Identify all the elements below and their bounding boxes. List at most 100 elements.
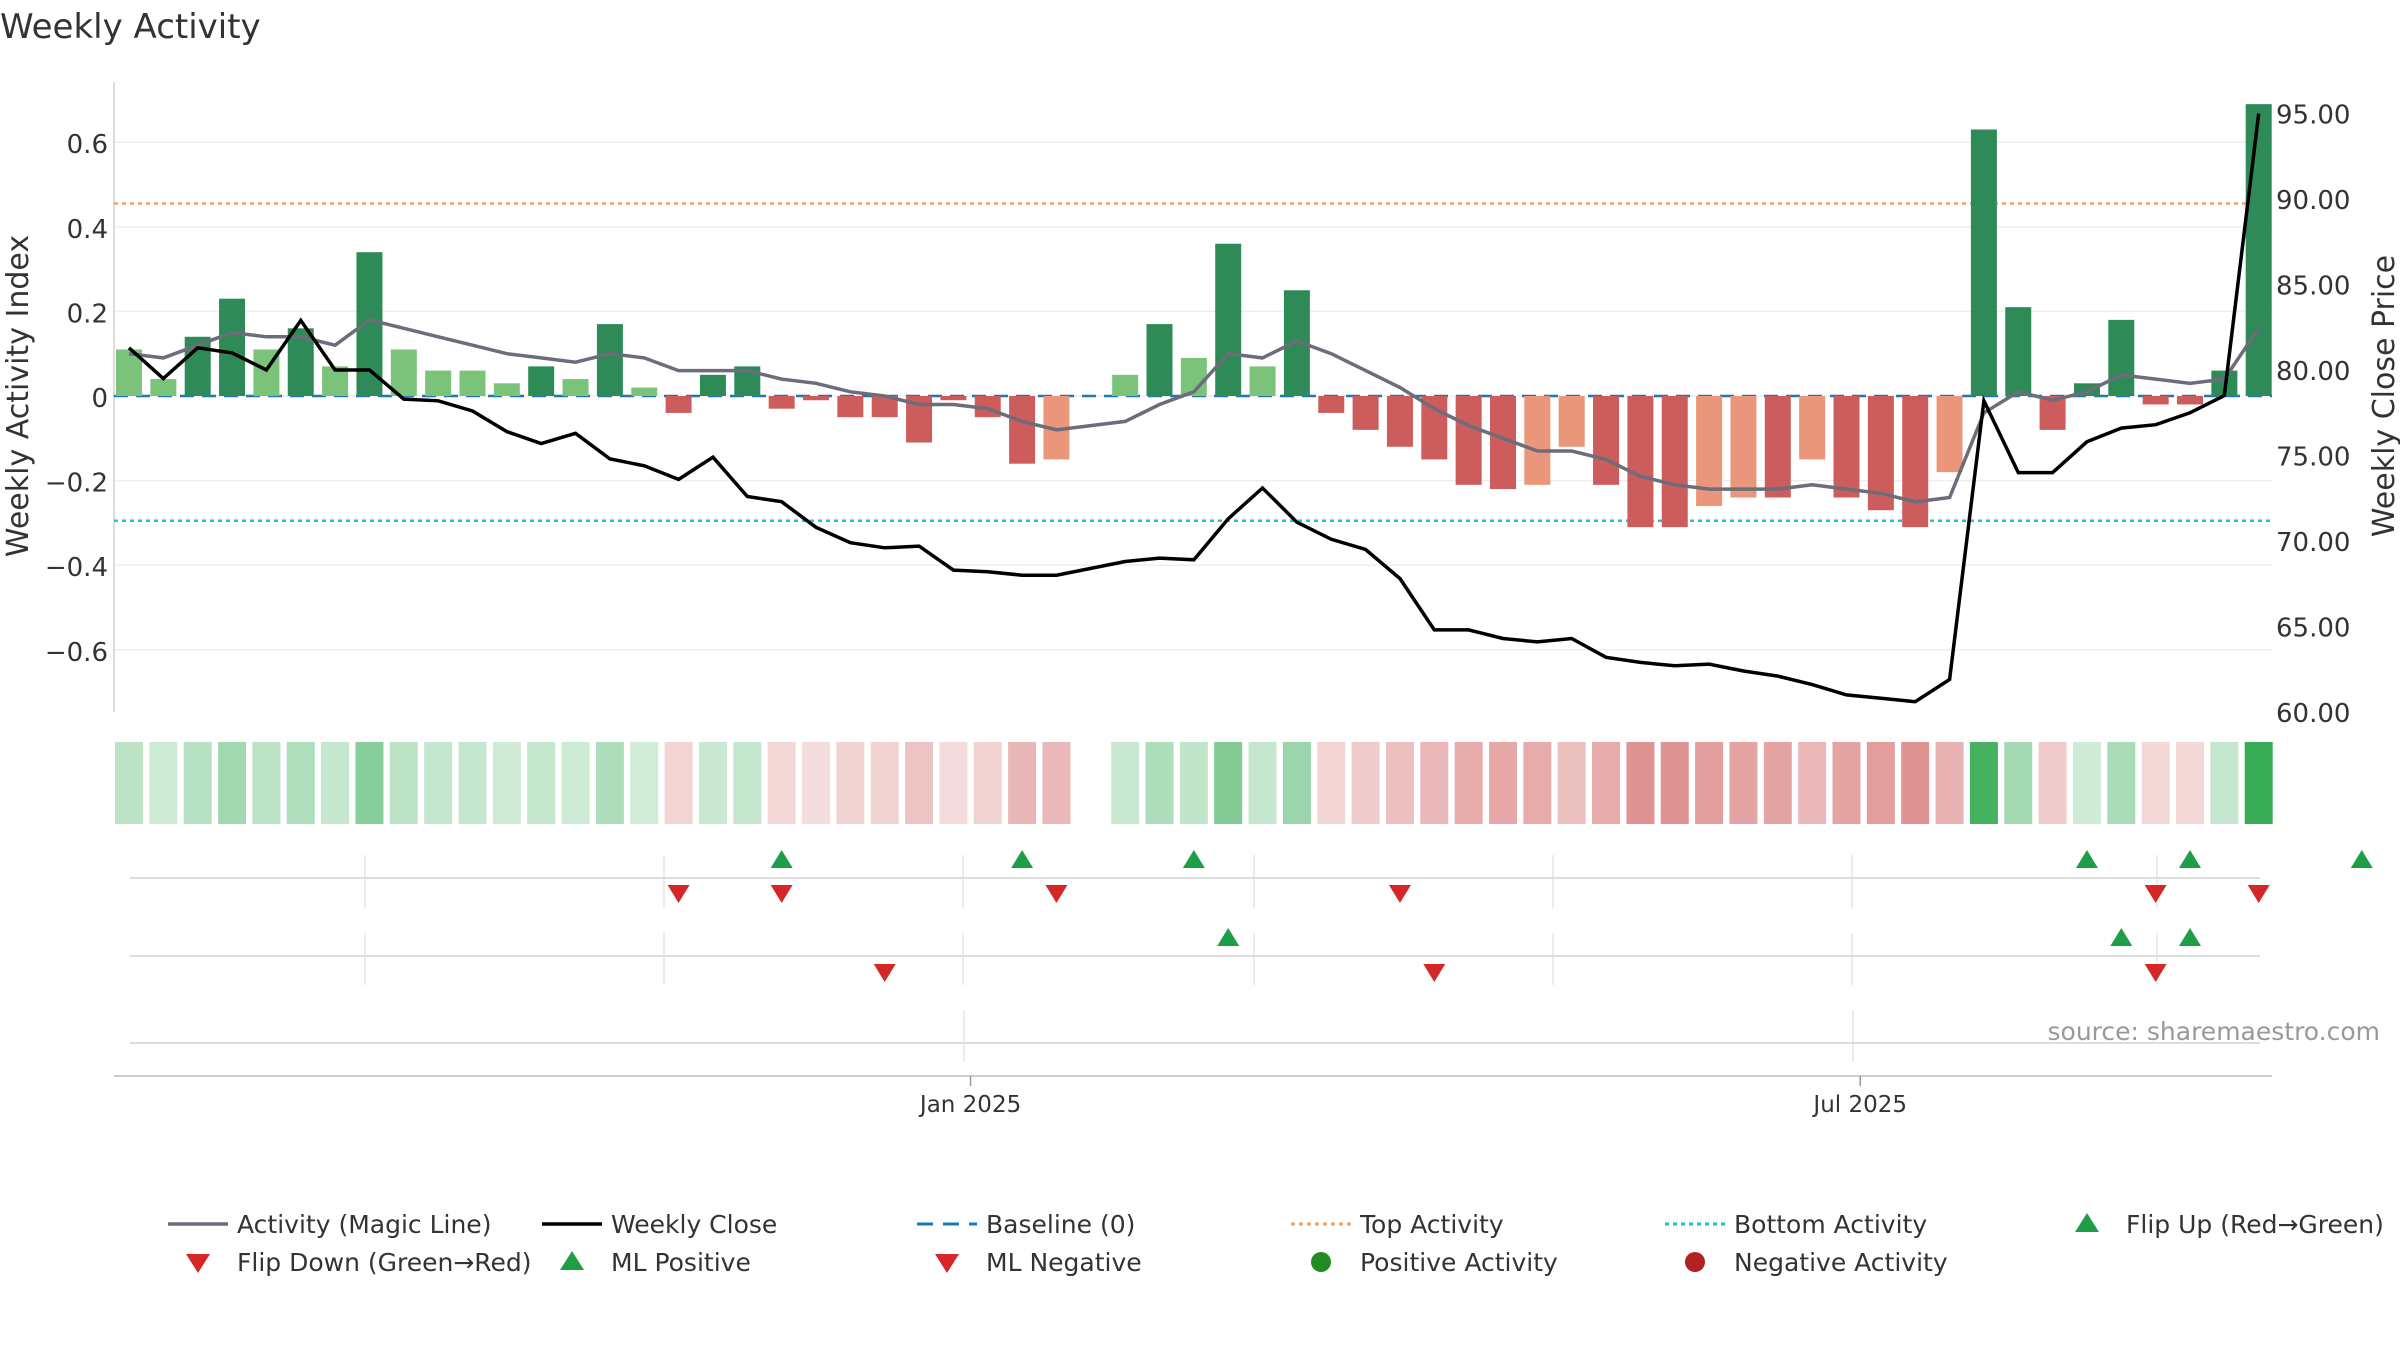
heat-cell [1042,742,1071,824]
heat-cell [492,742,521,824]
legend-swatch [1685,1252,1705,1272]
activity-bar [803,396,829,401]
y2-tick-label: 80.00 [2276,357,2350,387]
legend-label: Bottom Activity [1734,1210,1927,1239]
heat-cell [1282,742,1311,824]
x-tick-label: Jul 2025 [1811,1092,1907,1118]
y-tick-label: −0.4 [45,553,108,583]
heat-cell [1351,742,1380,824]
activity-bar [768,396,795,409]
heat-cell [527,742,556,824]
heat-cell [115,742,143,824]
ml-positive-marker [2110,928,2133,946]
activity-bar [1936,396,1963,473]
activity-bar [2108,319,2135,396]
heat-cell [458,742,487,824]
flip-down-marker [2144,885,2167,903]
ml-negative-marker [2144,964,2167,982]
heat-cell [2038,742,2067,824]
activity-bar [1902,396,1929,528]
heat-cell [1145,742,1174,824]
heat-cell [1798,742,1827,824]
activity-bar [1730,396,1757,498]
activity-bar [871,396,898,418]
heat-cell [733,742,762,824]
legend-label: ML Negative [986,1248,1142,1277]
heat-cell [2072,742,2101,824]
heat-cell [905,742,934,824]
activity-bar [2177,396,2203,405]
activity-bar [1970,129,1997,396]
legend-label: Baseline (0) [986,1210,1135,1239]
magic-line [128,318,2261,504]
y-axis-ticks: 0.6 0.4 0.2 0 −0.2 −0.4 −0.6 [45,130,108,668]
heat-cell [767,742,796,824]
heat-cell [1489,742,1517,824]
activity-bar [1593,396,1620,485]
activity-bar [837,396,864,418]
activity-bar [493,383,520,396]
y-tick-label: 0.2 [67,299,108,329]
heat-cell [1901,742,1930,824]
flip-down-marker [1388,885,1411,903]
flip-down-marker [770,885,793,903]
activity-bar [1386,396,1413,447]
y2-tick-label: 70.00 [2276,528,2350,558]
activity-bar [219,298,246,396]
heat-cell [1385,742,1414,824]
chart-title: Weekly Activity [0,7,261,47]
y-tick-label: 0.4 [67,215,108,245]
legend-swatch [560,1251,584,1270]
activity-bar [1764,396,1791,498]
signal-markers [667,850,2373,982]
x-axis: Jan 2025 Jul 2025 [114,1075,2272,1118]
y-tick-label: 0 [91,384,108,414]
heat-cell [1592,742,1621,824]
heat-cell [1214,742,1243,824]
heat-cell [2176,742,2204,824]
y2-tick-label: 85.00 [2276,272,2350,302]
y2-tick-label: 95.00 [2276,101,2350,131]
activity-bar [1352,396,1379,430]
legend-label: Positive Activity [1360,1248,1558,1277]
heat-cell [2107,742,2136,824]
heat-cell [1866,742,1895,824]
activity-bar [1833,396,1860,498]
activity-bar [1455,396,1482,485]
flip-down-marker [667,885,690,903]
legend-swatch [935,1254,959,1273]
heat-cell [355,742,384,824]
activity-bar [1627,396,1654,528]
activity-bar [1558,396,1585,447]
heat-cell [424,742,453,824]
heat-cell [664,742,693,824]
legend-label: Flip Down (Green→Red) [237,1248,532,1277]
activity-bar [528,366,555,396]
activity-bar [699,374,726,396]
legend-swatch [1311,1252,1331,1272]
legend-label: Weekly Close [611,1210,777,1239]
weekly-close-line [127,113,2261,704]
legend-label: Negative Activity [1734,1248,1948,1277]
heat-cell [1248,742,1277,824]
heat-cell [2244,742,2273,824]
ml-positive-marker [1217,928,1240,946]
heat-cell [939,742,968,824]
heat-cell [561,742,590,824]
activity-bar [1661,396,1688,528]
signal-panels [130,855,2260,1062]
heat-cell [2141,742,2170,824]
heat-cell [2210,742,2239,824]
heat-cell [1935,742,1964,824]
heat-cell [1111,742,1140,824]
y-tick-label: 0.6 [67,130,108,160]
activity-bar [2005,307,2032,396]
heat-cell [802,742,830,824]
activity-bar [665,396,692,413]
activity-bar [596,324,623,396]
legend-label: Activity (Magic Line) [237,1210,491,1239]
heat-cell [1695,742,1724,824]
flip-up-marker [2350,850,2373,868]
heat-cell [973,742,1002,824]
